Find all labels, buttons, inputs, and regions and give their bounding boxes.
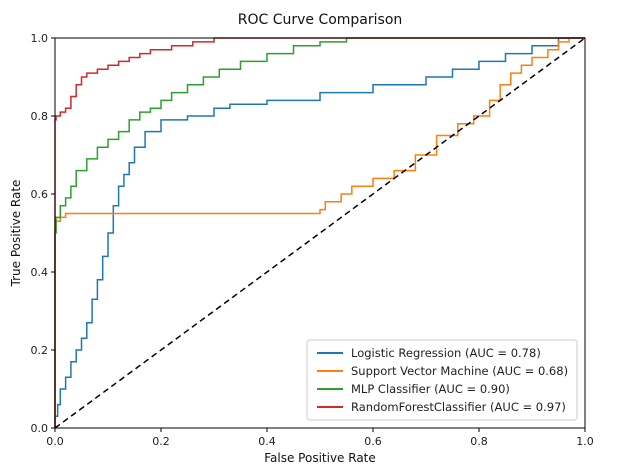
series-line-3 [54,37,585,428]
y-tick-label: 0.6 [31,188,49,201]
legend-box [306,339,578,421]
plot-frame [54,37,586,429]
x-tick-label: 1.0 [576,435,594,448]
x-tick-label: 0.0 [46,435,64,448]
legend-entry: RandomForestClassifier (AUC = 0.97) [351,400,566,414]
x-axis-ticks: 0.0 0.2 0.4 0.6 0.8 1.0 [46,428,594,448]
y-tick-label: 0.2 [31,344,49,357]
legend: Logistic Regression (AUC = 0.78) Support … [306,339,578,421]
y-tick-label: 0.0 [31,422,49,435]
legend-entry: MLP Classifier (AUC = 0.90) [351,382,510,396]
x-tick-label: 0.4 [258,435,276,448]
y-tick-label: 1.0 [31,32,49,45]
y-tick-label: 0.4 [31,266,49,279]
legend-entry: Support Vector Machine (AUC = 0.68) [351,364,568,378]
legend-entry: Logistic Regression (AUC = 0.78) [351,346,541,360]
y-tick-label: 0.8 [31,110,49,123]
series-line-2 [54,37,585,428]
x-tick-label: 0.2 [152,435,170,448]
plot-lines [54,37,586,429]
chart-title: ROC Curve Comparison [238,12,403,28]
y-axis-ticks: 0.0 0.2 0.4 0.6 0.8 1.0 [31,32,55,435]
x-tick-label: 0.8 [470,435,488,448]
x-axis-label: False Positive Rate [264,451,376,465]
x-tick-label: 0.6 [364,435,382,448]
series-line-0 [54,37,585,428]
y-axis-label: True Positive Rate [9,180,23,288]
